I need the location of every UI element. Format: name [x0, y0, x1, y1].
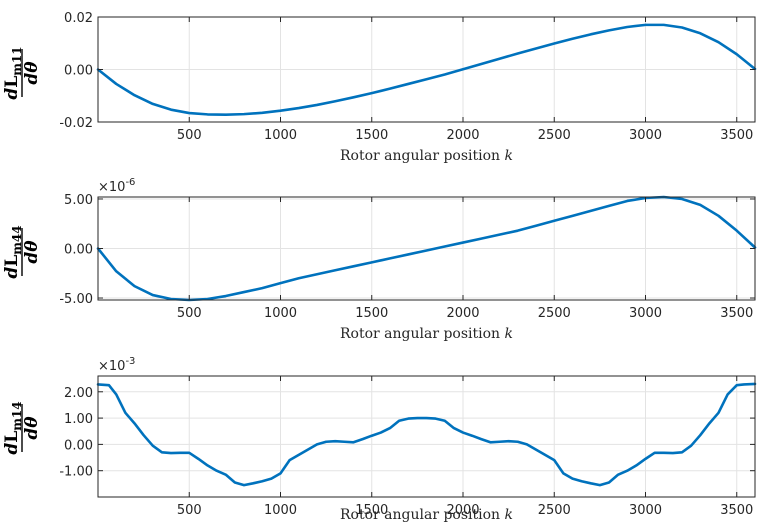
y-tick-label: 5.00 [64, 193, 93, 208]
y-tick-label: 2.00 [64, 386, 93, 401]
x-tick-label: 1000 [264, 128, 297, 143]
y-tick-label: -5.00 [59, 292, 93, 307]
y-label-numerator: dLm14 [2, 401, 24, 454]
x-tick-label: 1500 [355, 503, 388, 518]
y-multiplier: ×10-3 [98, 356, 135, 374]
x-tick-label: 2500 [538, 306, 571, 321]
y-tick-label: -0.02 [59, 116, 93, 131]
x-tick-label: 1000 [264, 503, 297, 518]
x-tick-label: 500 [177, 503, 202, 518]
x-tick-label: 500 [177, 306, 202, 321]
y-label-numerator: dLm44 [2, 225, 24, 278]
x-tick-label: 3000 [629, 306, 662, 321]
y-label-denominator: dθ [22, 240, 42, 264]
y-tick-label: 0.00 [64, 243, 93, 258]
y-multiplier: ×10-6 [98, 177, 135, 195]
chart-panel-3: 500 1000 1500 2000 2500 3000 3500 -1.00 0.00 1.00… [2, 356, 757, 523]
y-tick-label: 1.00 [64, 412, 93, 427]
x-tick-label: 2000 [446, 306, 479, 321]
chart-panel-2: 500 1000 1500 2000 2500 3000 3500 -5.00 0.00 5.00… [2, 177, 757, 342]
x-tick-label: 2500 [538, 128, 571, 143]
y-tick-label: 0.00 [64, 64, 93, 79]
x-tick-label: 3000 [629, 503, 662, 518]
y-label-denominator: dθ [22, 416, 42, 440]
x-tick-label: 500 [177, 128, 202, 143]
y-tick-label: 0.02 [64, 11, 93, 26]
x-tick-label: 3500 [720, 128, 753, 143]
axes-box [97, 375, 756, 498]
chart-panel-1: 500 1000 1500 2000 2500 3000 3500 -0.02 0.00 0.02… [2, 11, 757, 164]
y-label-numerator: dLm11 [2, 46, 24, 99]
x-tick-label: 1500 [355, 306, 388, 321]
x-tick-label: 3500 [720, 306, 753, 321]
y-tick-label: -1.00 [59, 465, 93, 480]
y-tick-label: 0.00 [64, 438, 93, 453]
x-tick-label: 3500 [720, 503, 753, 518]
y-label-denominator: dθ [22, 61, 42, 85]
series-line-1 [96, 382, 757, 487]
x-tick-label: 2000 [446, 503, 479, 518]
x-tick-label: 2500 [538, 503, 571, 518]
x-tick-label: 1500 [355, 128, 388, 143]
x-tick-label: 1000 [264, 306, 297, 321]
x-axis-label: Rotor angular position k [340, 326, 513, 342]
x-axis-label: Rotor angular position k [340, 507, 513, 523]
x-axis-label: Rotor angular position k [340, 148, 513, 164]
series-line-1 [96, 23, 757, 116]
x-tick-label: 3000 [629, 128, 662, 143]
x-tick-label: 2000 [446, 128, 479, 143]
